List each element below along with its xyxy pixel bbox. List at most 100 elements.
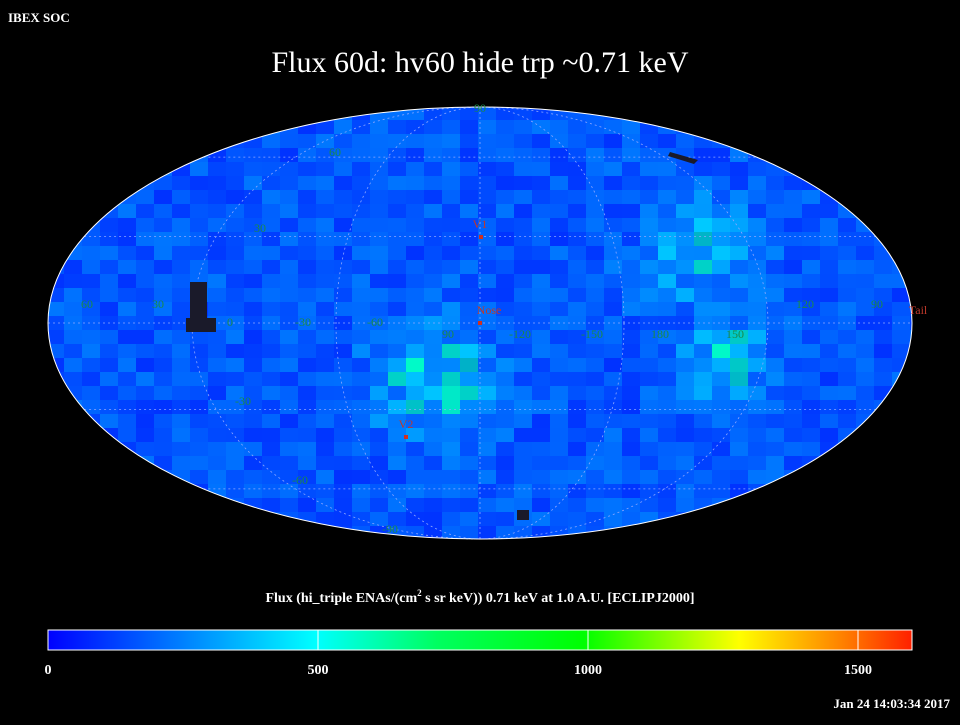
- map-cell: [442, 470, 460, 484]
- map-cell: [424, 428, 442, 442]
- map-cell: [226, 470, 244, 484]
- map-cell: [48, 400, 64, 414]
- map-cell: [658, 344, 676, 358]
- map-cell: [820, 428, 838, 442]
- map-cell: [640, 302, 658, 316]
- map-cell: [334, 274, 352, 288]
- map-cell: [496, 232, 514, 246]
- map-cell: [586, 330, 604, 344]
- map-cell: [226, 190, 244, 204]
- map-cell: [136, 204, 154, 218]
- map-cell: [550, 344, 568, 358]
- map-cell: [352, 526, 370, 539]
- map-cell: [820, 526, 838, 539]
- map-cell: [712, 540, 730, 554]
- lon-label: 120: [796, 297, 814, 311]
- map-cell: [694, 246, 712, 260]
- map-cell: [604, 428, 622, 442]
- map-cell: [136, 428, 154, 442]
- map-cell: [910, 330, 912, 344]
- map-cell: [442, 540, 460, 554]
- map-cell: [154, 442, 172, 456]
- map-cell: [766, 302, 784, 316]
- marker-label: V1: [473, 217, 488, 231]
- map-cell: [442, 120, 460, 134]
- title: Flux 60d: hv60 hide trp ~0.71 keV: [271, 46, 688, 79]
- map-cell: [154, 414, 172, 428]
- map-cell: [262, 358, 280, 372]
- map-cell: [622, 414, 640, 428]
- map-cell: [658, 428, 676, 442]
- map-cell: [424, 302, 442, 316]
- map-cell: [532, 470, 550, 484]
- map-cell: [712, 260, 730, 274]
- map-cell: [676, 414, 694, 428]
- map-cell: [532, 246, 550, 260]
- map-cell: [316, 442, 334, 456]
- map-cell: [154, 120, 172, 134]
- map-cell: [460, 372, 478, 386]
- map-cell: [658, 107, 676, 120]
- map-cell: [820, 232, 838, 246]
- map-cell: [586, 260, 604, 274]
- map-cell: [532, 218, 550, 232]
- map-cell: [478, 400, 496, 414]
- map-cell: [226, 414, 244, 428]
- map-cell: [892, 218, 910, 232]
- map-cell: [244, 162, 262, 176]
- map-cell: [352, 456, 370, 470]
- map-cell: [370, 302, 388, 316]
- no-data-cell: [668, 152, 698, 164]
- map-cell: [622, 302, 640, 316]
- map-cell: [370, 512, 388, 526]
- map-cell: [82, 162, 100, 176]
- map-cell: [64, 274, 82, 288]
- map-cell: [118, 148, 136, 162]
- map-cell: [640, 190, 658, 204]
- map-cell: [802, 190, 820, 204]
- map-cell: [100, 344, 118, 358]
- map-cell: [748, 204, 766, 218]
- map-cell: [460, 218, 478, 232]
- map-cell: [136, 120, 154, 134]
- map-cell: [280, 358, 298, 372]
- map-cell: [820, 484, 838, 498]
- map-cell: [154, 540, 172, 554]
- map-cell: [208, 260, 226, 274]
- map-cell: [82, 386, 100, 400]
- map-cell: [118, 190, 136, 204]
- map-cell: [496, 120, 514, 134]
- map-cell: [424, 260, 442, 274]
- map-cell: [280, 526, 298, 539]
- map-cell: [388, 442, 406, 456]
- map-cell: [352, 190, 370, 204]
- map-cell: [136, 386, 154, 400]
- map-cell: [460, 540, 478, 554]
- map-cell: [586, 246, 604, 260]
- map-cell: [496, 540, 514, 554]
- map-cell: [100, 512, 118, 526]
- no-data-cell: [517, 510, 529, 520]
- map-cell: [190, 134, 208, 148]
- map-cell: [262, 330, 280, 344]
- map-cell: [64, 456, 82, 470]
- map-cell: [226, 134, 244, 148]
- map-cell: [766, 288, 784, 302]
- map-cell: [856, 372, 874, 386]
- map-cell: [64, 232, 82, 246]
- map-cell: [766, 204, 784, 218]
- map-cell: [568, 330, 586, 344]
- map-cell: [244, 274, 262, 288]
- map-cell: [48, 274, 64, 288]
- map-cell: [622, 372, 640, 386]
- map-cell: [748, 526, 766, 539]
- map-cell: [424, 484, 442, 498]
- map-cell: [658, 442, 676, 456]
- map-cell: [190, 372, 208, 386]
- map-cell: [568, 316, 586, 330]
- map-cell: [496, 498, 514, 512]
- map-cell: [568, 246, 586, 260]
- map-cell: [838, 512, 856, 526]
- map-cell: [658, 470, 676, 484]
- map-cell: [514, 428, 532, 442]
